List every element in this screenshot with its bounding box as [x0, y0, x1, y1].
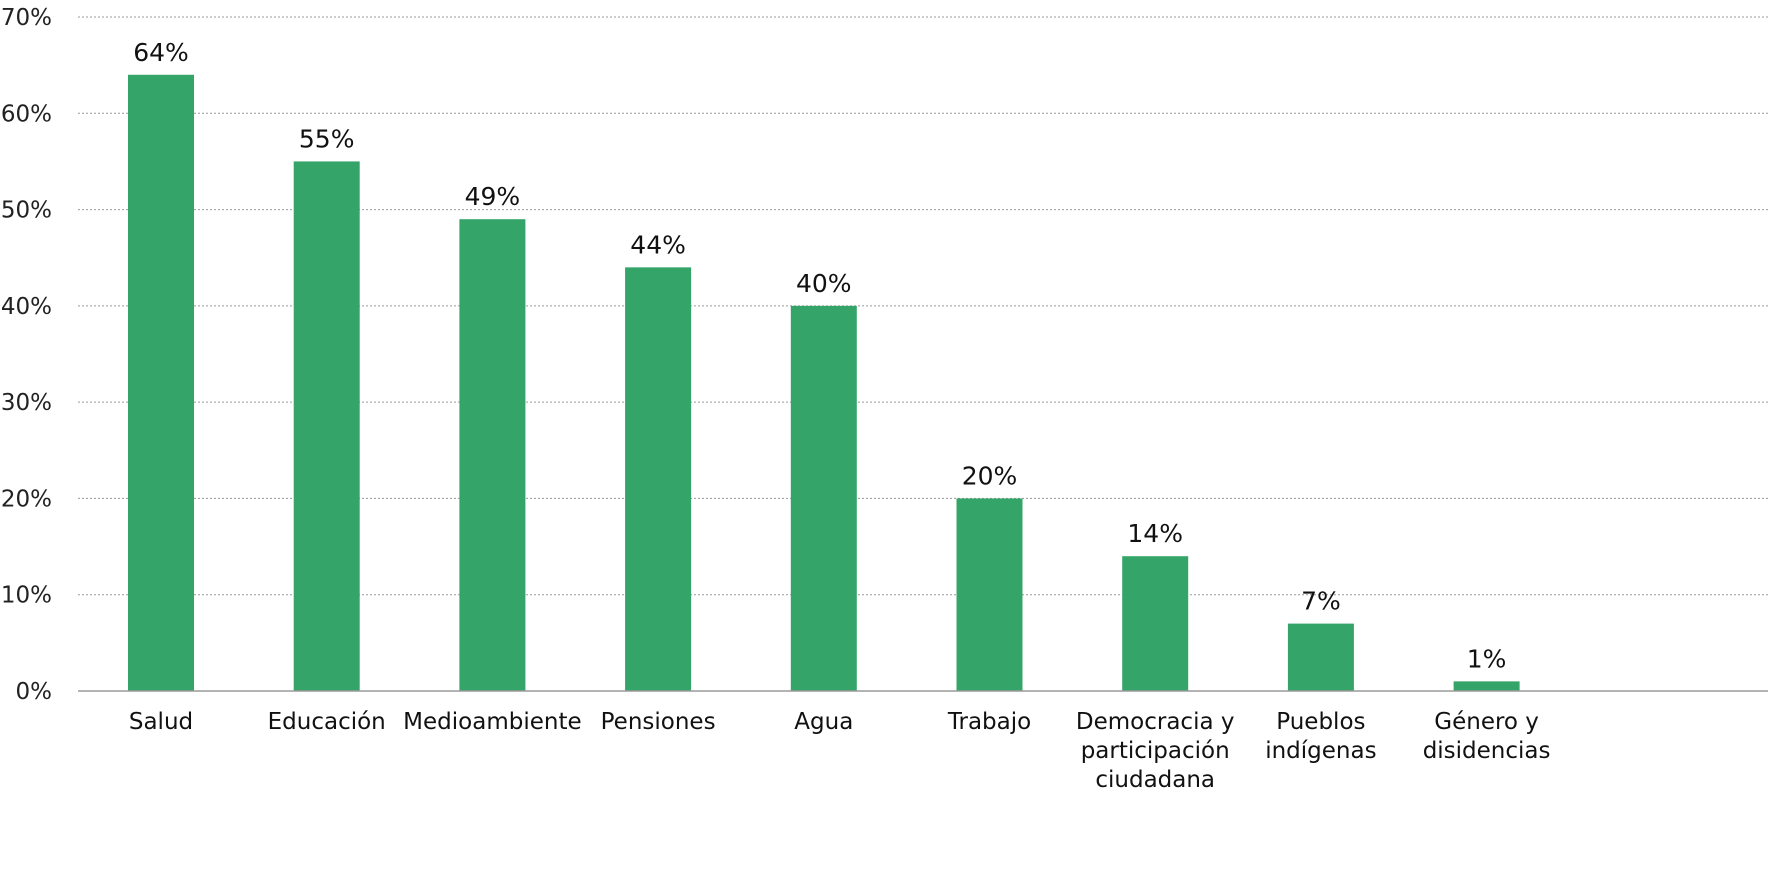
bar: [1453, 681, 1520, 691]
bar-value-label: 64%: [133, 38, 189, 67]
y-tick-label: 10%: [1, 583, 52, 609]
x-category-label: Pensiones: [601, 709, 716, 735]
bar-value-label: 7%: [1301, 587, 1341, 616]
x-axis-category-labels: Salud Educación Medioambiente Pensiones Agua…: [129, 709, 1551, 793]
bar-value-label: 40%: [796, 269, 852, 298]
y-tick-label: 60%: [1, 101, 52, 127]
x-category-label: Género y disidencias: [1423, 709, 1551, 764]
x-category-label: Agua: [794, 709, 853, 735]
bar-value-label: 44%: [630, 230, 686, 259]
y-tick-label: 0%: [16, 679, 53, 705]
bar-value-label: 20%: [962, 461, 1018, 490]
x-category-label: Educación: [268, 709, 386, 735]
bar-value-label: 1%: [1467, 644, 1507, 673]
y-tick-label: 70%: [1, 5, 52, 31]
bar: [1287, 623, 1354, 691]
bar: [293, 161, 360, 691]
bar: [1122, 556, 1189, 691]
y-tick-label: 40%: [1, 294, 52, 320]
bar: [128, 74, 194, 692]
x-category-label: Medioambiente: [403, 709, 581, 735]
y-tick-label: 20%: [1, 486, 52, 512]
bar: [459, 219, 526, 691]
x-category-label: Pueblos indígenas: [1265, 709, 1376, 764]
y-tick-label: 50%: [1, 198, 52, 224]
x-category-label: Democracia y participación ciudadana: [1076, 709, 1235, 793]
y-tick-label: 30%: [1, 390, 52, 416]
bar-value-label: 14%: [1127, 519, 1183, 548]
y-axis-tick-labels: 0% 10% 20% 30% 40% 50% 60% 70%: [1, 5, 52, 705]
bar-value-label: 55%: [299, 124, 355, 153]
bars: [128, 74, 1520, 692]
data-labels: 64% 55% 49% 44% 40% 20% 14% 7% 1%: [133, 38, 1506, 674]
x-category-label: Salud: [129, 709, 193, 735]
bar: [625, 267, 692, 691]
bar: [956, 498, 1023, 691]
x-category-label: Trabajo: [947, 709, 1031, 735]
bar-value-label: 49%: [465, 182, 521, 211]
bar: [790, 305, 857, 691]
